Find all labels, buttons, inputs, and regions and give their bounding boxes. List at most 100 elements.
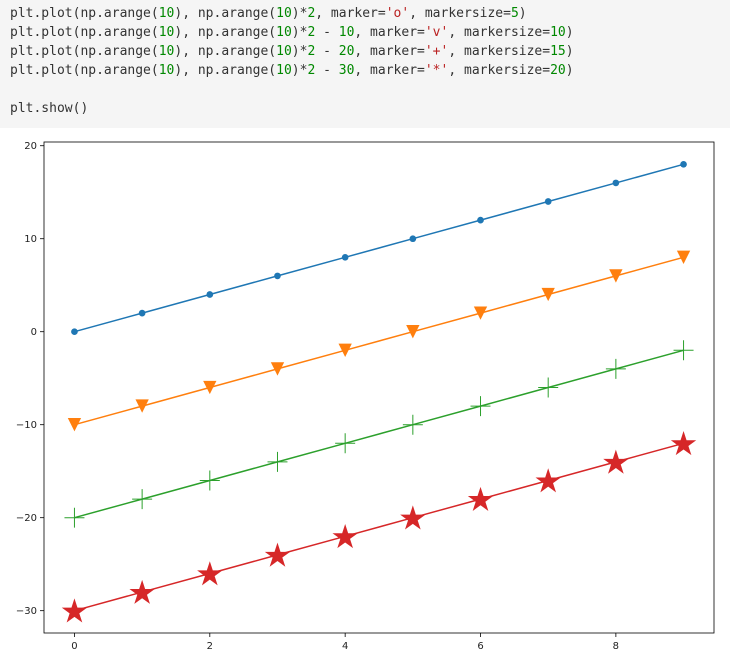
code-token: )	[565, 25, 574, 40]
y-axis: −30 −20 −10 0 10 20	[16, 141, 44, 617]
data-point	[477, 216, 484, 224]
data-point	[541, 287, 555, 302]
x-tick-label: 6	[477, 641, 483, 652]
data-point	[535, 468, 561, 493]
code-token: 5	[510, 6, 519, 21]
code-token: 10	[158, 44, 175, 59]
code-token: 20	[550, 63, 566, 78]
code-token: , marker=	[315, 6, 386, 21]
data-point	[341, 253, 349, 261]
code-token: ), np.arange(	[174, 63, 277, 78]
data-point	[197, 561, 223, 586]
data-point	[129, 579, 155, 604]
data-point	[680, 160, 687, 168]
data-point	[406, 325, 420, 339]
data-point	[335, 433, 356, 454]
data-point	[603, 449, 629, 474]
code-token: 10	[158, 63, 175, 78]
code-line: plt.plot(np.arange(10), np.arange(10)*2 …	[10, 61, 730, 80]
x-tick-label: 8	[613, 641, 619, 652]
series-3	[64, 340, 694, 528]
code-token: , markersize=	[448, 63, 551, 78]
x-tick-label: 4	[342, 641, 348, 652]
code-token: 'v'	[424, 25, 449, 40]
data-point	[402, 414, 423, 435]
code-token: 2	[307, 25, 316, 40]
data-point	[544, 198, 552, 205]
code-token: -	[315, 44, 339, 59]
data-point	[409, 235, 417, 243]
y-tick-label: 20	[24, 141, 37, 152]
code-token: 15	[550, 44, 566, 59]
data-point	[71, 328, 78, 336]
code-token: 2	[307, 63, 316, 78]
data-point	[673, 340, 694, 361]
code-cell[interactable]: plt.plot(np.arange(10), np.arange(10)*2,…	[0, 0, 730, 128]
code-line: plt.plot(np.arange(10), np.arange(10)*2 …	[10, 23, 730, 42]
code-token: )*	[291, 63, 308, 78]
code-token: ), np.arange(	[174, 6, 277, 21]
code-editor[interactable]: plt.plot(np.arange(10), np.arange(10)*2,…	[10, 4, 730, 118]
data-point	[332, 524, 358, 549]
code-token: 20	[338, 44, 355, 59]
data-point	[473, 306, 488, 320]
code-token: 10	[158, 6, 175, 21]
code-token: plt.plot(np.arange(	[10, 44, 159, 59]
data-point	[670, 431, 697, 456]
series-1	[71, 160, 687, 336]
code-token: '+'	[424, 44, 449, 59]
data-point	[64, 507, 85, 528]
series-layer	[61, 160, 697, 623]
data-point	[203, 380, 217, 395]
code-token: )	[518, 6, 527, 21]
code-token: -	[315, 25, 339, 40]
x-tick-label: 0	[71, 641, 77, 652]
code-token: plt.show()	[10, 101, 89, 116]
code-token: )*	[291, 25, 308, 40]
data-point	[400, 505, 426, 530]
y-tick-label: −10	[16, 420, 37, 431]
series-line	[74, 442, 684, 612]
code-token: ), np.arange(	[174, 44, 277, 59]
code-token: , marker=	[354, 25, 425, 40]
code-token: , markersize=	[409, 6, 511, 21]
plot-frame	[43, 141, 715, 634]
axes-frame	[43, 141, 715, 634]
code-token: )*	[291, 44, 308, 59]
code-token: 10	[276, 44, 292, 59]
data-point	[199, 470, 220, 491]
data-point	[338, 343, 352, 357]
data-point	[138, 309, 146, 317]
code-token: , markersize=	[448, 25, 551, 40]
code-line: plt.plot(np.arange(10), np.arange(10)*2 …	[10, 42, 730, 61]
data-point	[135, 399, 149, 413]
code-token: 10	[276, 6, 292, 21]
data-point	[61, 598, 88, 623]
code-token: , marker=	[354, 63, 425, 78]
data-point	[467, 486, 494, 511]
series-4	[61, 431, 697, 623]
data-point	[470, 396, 491, 417]
code-token: 10	[276, 25, 292, 40]
code-token: 10	[338, 25, 355, 40]
code-token: , marker=	[354, 44, 425, 59]
code-token: plt.plot(np.arange(	[10, 6, 159, 21]
y-tick-label: 0	[31, 327, 37, 338]
code-token: -	[315, 63, 339, 78]
code-token: 10	[276, 63, 292, 78]
data-point	[538, 377, 559, 398]
x-axis: 0 2 4 6 8	[71, 633, 619, 652]
x-tick-label: 2	[207, 641, 213, 652]
code-token: )*	[291, 6, 308, 21]
series-2	[67, 250, 691, 432]
series-line	[74, 256, 684, 426]
code-token: 10	[158, 25, 175, 40]
data-point	[267, 451, 288, 472]
code-token: plt.plot(np.arange(	[10, 63, 159, 78]
code-token: )	[565, 44, 574, 59]
data-point	[206, 291, 214, 298]
code-token: 30	[338, 63, 355, 78]
code-line: plt.plot(np.arange(10), np.arange(10)*2,…	[10, 4, 730, 23]
data-point	[609, 269, 623, 283]
data-point	[132, 489, 153, 510]
